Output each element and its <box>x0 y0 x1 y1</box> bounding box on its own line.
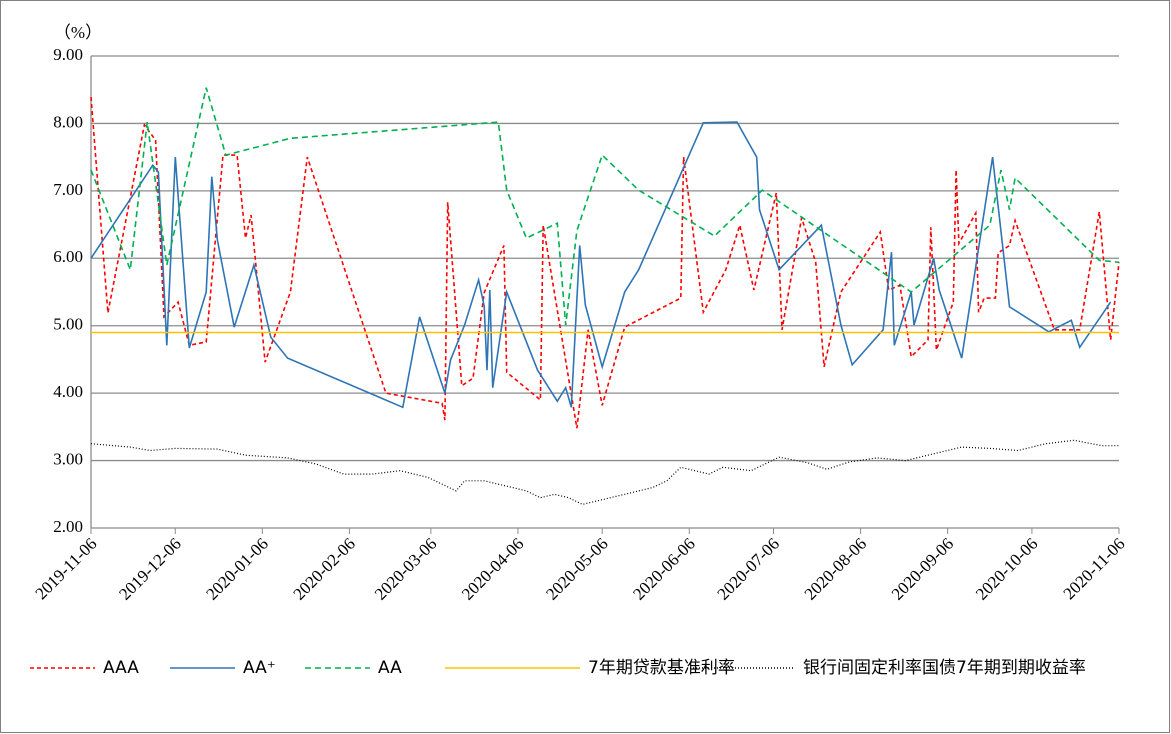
y-tick-label: 4.00 <box>53 382 83 401</box>
series-line <box>90 439 1119 506</box>
y-tick-label: 5.00 <box>53 315 83 334</box>
legend-label: AA⁺ <box>243 658 276 678</box>
series-line <box>90 121 1112 409</box>
legend-label: 7年期贷款基准利率 <box>588 658 735 678</box>
y-unit: （%） <box>54 23 102 42</box>
y-tick-label: 2.00 <box>53 517 83 536</box>
y-tick-label: 3.00 <box>53 449 83 468</box>
legend-label: AAA <box>103 658 139 678</box>
series-line <box>90 87 1120 326</box>
y-tick-label: 7.00 <box>53 180 83 199</box>
legend-label: 银行间固定利率国债7年期到期收益率 <box>803 658 1086 678</box>
y-tick-label: 8.00 <box>53 112 83 131</box>
y-tick-label: 9.00 <box>53 45 83 64</box>
legend-label: AA <box>378 658 402 678</box>
y-tick-label: 6.00 <box>53 247 83 266</box>
series-line <box>90 97 1120 429</box>
